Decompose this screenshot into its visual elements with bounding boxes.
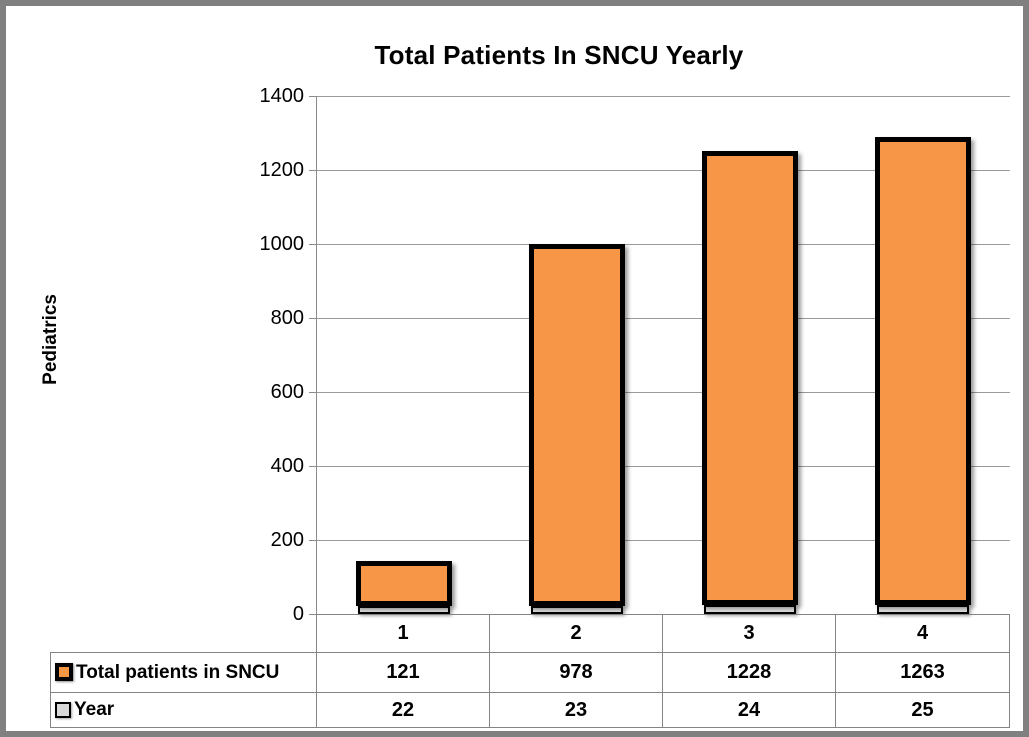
gridline: [317, 169, 1010, 171]
bar-total-patients: [702, 150, 799, 606]
y-axis-tick: [309, 169, 317, 171]
category-label: 2: [489, 614, 663, 653]
y-axis-tick: [309, 465, 317, 467]
y-tick-label: 400: [270, 455, 304, 477]
bar-year: [530, 605, 623, 614]
gridline: [317, 317, 1010, 319]
bar-total-patients: [355, 561, 452, 606]
data-cell: 25: [835, 692, 1010, 728]
chart-title: Total Patients In SNCU Yearly: [374, 40, 744, 70]
legend-swatch-icon: [55, 702, 71, 718]
data-cell: 1263: [835, 652, 1010, 693]
series-row: Total patients in SNCU 121 978 1228 1263: [50, 652, 1010, 693]
series-row: Year 22 23 24 25: [50, 692, 1010, 728]
data-cell: 121: [316, 652, 490, 693]
plot-area: [309, 95, 1010, 615]
legend-item: Total patients in SNCU: [50, 652, 317, 693]
gridline: [317, 465, 1010, 467]
bar-year: [704, 605, 797, 614]
data-cell: 23: [489, 692, 663, 728]
y-axis-tick: [309, 317, 317, 319]
gridline: [317, 243, 1010, 245]
bar-total-patients: [528, 243, 625, 606]
data-cell: 978: [489, 652, 663, 693]
legend-label: Total patients in SNCU: [76, 661, 280, 683]
y-axis-tick: [309, 613, 317, 615]
gridline: [317, 95, 1010, 97]
y-axis-title: Pediatrics: [40, 294, 61, 385]
gridline: [317, 391, 1010, 393]
y-axis-tick: [309, 95, 317, 97]
legend-label: Year: [74, 699, 115, 720]
category-label: 4: [835, 614, 1010, 653]
gridline: [317, 539, 1010, 541]
data-cell: 22: [316, 692, 490, 728]
y-tick-label: 1000: [259, 233, 305, 255]
y-axis-tick-labels: 0 200 400 600 800 1000 1200 1400: [212, 85, 305, 625]
y-axis-tick: [309, 539, 317, 541]
y-axis-tick: [309, 243, 317, 245]
bar-year: [877, 604, 970, 614]
table-corner-blank: [51, 615, 317, 653]
bar-total-patients: [875, 137, 972, 605]
data-table-body: 1 2 3 4 Total patients in SNCU 121 978 1228 1263…: [50, 614, 1010, 728]
category-label: 1: [316, 614, 490, 653]
y-tick-label: 800: [270, 307, 304, 329]
category-label: 3: [662, 614, 836, 653]
y-tick-label: 0: [292, 603, 304, 625]
data-cell: 1228: [662, 652, 836, 693]
y-axis-tick: [309, 391, 317, 393]
data-cell: 24: [662, 692, 836, 728]
y-tick-label: 1200: [259, 159, 305, 181]
bar-year: [357, 605, 450, 614]
data-table: 1 2 3 4 Total patients in SNCU 121 978 1228 1263…: [50, 614, 1010, 728]
legend-item: Year: [50, 692, 317, 728]
y-tick-label: 200: [270, 529, 304, 551]
legend-swatch-icon: [55, 662, 73, 681]
y-tick-label: 1400: [259, 85, 305, 107]
y-tick-label: 600: [270, 381, 304, 403]
